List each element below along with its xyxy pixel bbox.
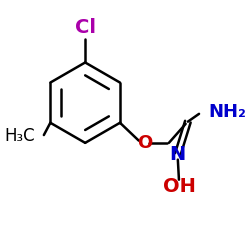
Text: Cl: Cl	[75, 18, 96, 37]
Text: H₃C: H₃C	[4, 127, 35, 145]
Text: NH₂: NH₂	[208, 102, 246, 120]
Text: OH: OH	[162, 177, 196, 196]
Text: O: O	[137, 134, 152, 152]
Text: N: N	[170, 144, 186, 164]
